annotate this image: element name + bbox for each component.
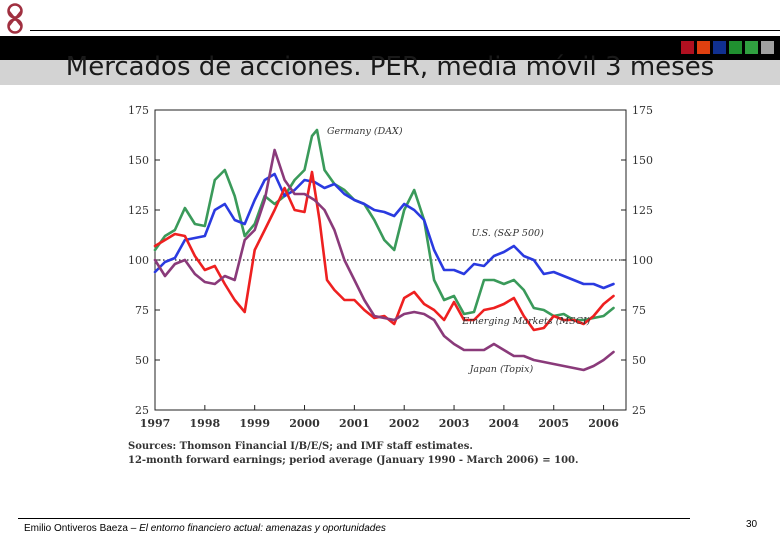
y-tick-label-right: 125 bbox=[632, 204, 653, 217]
y-tick-label-left: 125 bbox=[128, 204, 149, 217]
series-line bbox=[153, 170, 615, 332]
y-tick-label-left: 25 bbox=[135, 404, 149, 417]
chart-series bbox=[153, 128, 615, 372]
header-band bbox=[0, 36, 780, 60]
x-tick-label: 2003 bbox=[439, 417, 470, 430]
y-tick-label-right: 50 bbox=[632, 354, 646, 367]
source-line-1: Sources: Thomson Financial I/B/E/S; and … bbox=[128, 441, 473, 452]
series-line bbox=[153, 148, 615, 372]
x-tick-label: 2004 bbox=[489, 417, 520, 430]
color-square bbox=[681, 41, 694, 54]
chart-source: Sources: Thomson Financial I/B/E/S; and … bbox=[128, 440, 578, 468]
series-label: U.S. (S&P 500) bbox=[471, 228, 544, 239]
x-tick-label: 2000 bbox=[289, 417, 320, 430]
y-tick-label-left: 175 bbox=[128, 104, 149, 117]
bottom-rule bbox=[18, 518, 690, 519]
series-label: Japan (Topix) bbox=[468, 364, 534, 375]
x-tick-label: 2001 bbox=[339, 417, 370, 430]
color-square bbox=[729, 41, 742, 54]
color-square bbox=[697, 41, 710, 54]
series-label: Germany (DAX) bbox=[327, 126, 403, 137]
slide-title: Mercados de acciones. PER, media móvil 3… bbox=[65, 52, 715, 82]
title-band bbox=[0, 60, 780, 85]
y-tick-label-right: 25 bbox=[632, 404, 646, 417]
y-tick-label-right: 175 bbox=[632, 104, 653, 117]
color-square bbox=[713, 41, 726, 54]
page-number: 30 bbox=[746, 519, 758, 530]
x-tick-label: 2006 bbox=[588, 417, 619, 430]
footer-author: Emilio Ontiveros Baeza – bbox=[24, 523, 140, 534]
y-tick-label-left: 100 bbox=[128, 254, 149, 267]
y-tick-label-left: 50 bbox=[135, 354, 149, 367]
series-line bbox=[153, 128, 615, 322]
x-tick-label: 1997 bbox=[140, 417, 171, 430]
pe-ratio-line-chart: 25 25 50 50 75 75 100 100 125 125 150 150 175 175 1997… bbox=[128, 104, 653, 430]
footer: Emilio Ontiveros Baeza – El entorno fina… bbox=[24, 523, 386, 534]
chart-axes: 25 25 50 50 75 75 100 100 125 125 150 150 175 175 1997… bbox=[128, 104, 653, 430]
color-square bbox=[745, 41, 758, 54]
series-label: Emerging Markets (MSCI) bbox=[461, 316, 590, 327]
y-tick-label-left: 150 bbox=[128, 154, 149, 167]
y-tick-label-left: 75 bbox=[135, 304, 149, 317]
color-squares bbox=[681, 41, 774, 54]
color-square bbox=[761, 41, 774, 54]
x-tick-label: 2002 bbox=[389, 417, 420, 430]
x-tick-label: 2005 bbox=[538, 417, 569, 430]
series-labels: Germany (DAX) U.S. (S&P 500) Emerging Mark… bbox=[327, 126, 591, 375]
x-tick-label: 1998 bbox=[190, 417, 221, 430]
y-tick-label-right: 75 bbox=[632, 304, 646, 317]
y-tick-label-right: 100 bbox=[632, 254, 653, 267]
logo-icon bbox=[7, 3, 23, 34]
series-line bbox=[153, 172, 615, 290]
x-tick-label: 1999 bbox=[239, 417, 270, 430]
source-line-2: 12-month forward earnings; period averag… bbox=[128, 455, 579, 466]
top-rule bbox=[30, 30, 780, 31]
y-tick-label-right: 150 bbox=[632, 154, 653, 167]
footer-title: El entorno financiero actual: amenazas y… bbox=[139, 523, 386, 534]
